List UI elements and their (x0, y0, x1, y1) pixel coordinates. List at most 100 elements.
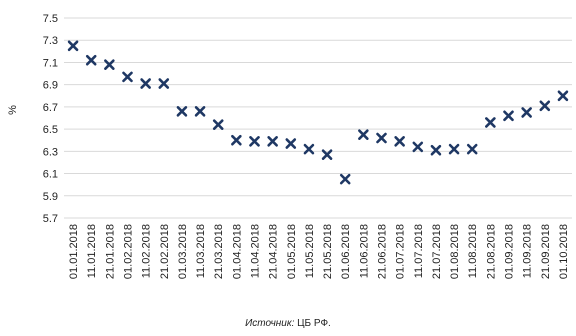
data-point (194, 106, 206, 117)
data-point-stroke (249, 136, 260, 147)
source-text: ЦБ РФ. (294, 318, 331, 329)
x-tick-label: 11.03.2018 (195, 224, 207, 278)
data-point-stroke (158, 78, 170, 89)
x-tick-label: 01.06.2018 (340, 224, 352, 279)
data-point (321, 149, 333, 160)
data-point-stroke (176, 106, 188, 117)
data-point (557, 90, 569, 102)
data-point-stroke (104, 59, 115, 70)
x-tick-label: 01.04.2018 (231, 224, 243, 279)
data-point (539, 100, 551, 112)
data-point (249, 136, 260, 147)
x-tick-label: 11.06.2018 (358, 224, 370, 278)
data-point-stroke (67, 40, 79, 52)
data-point-stroke (539, 100, 551, 112)
data-point (85, 54, 97, 66)
x-tick-label: 01.01.2018 (68, 224, 80, 279)
data-point-stroke (303, 143, 315, 155)
x-tick-label: 21.02.2018 (159, 224, 171, 279)
data-point-stroke (212, 119, 224, 130)
data-point (67, 40, 79, 52)
x-tick-label: 01.08.2018 (449, 224, 461, 279)
data-point (376, 132, 387, 144)
x-tick-label: 01.05.2018 (286, 224, 298, 279)
data-point-stroke (521, 107, 532, 118)
data-point-stroke (376, 132, 387, 144)
x-tick-label: 11.02.2018 (141, 224, 153, 278)
data-point-stroke (358, 129, 369, 140)
y-axis-ticks: 5.7 5.9 6.1 6.3 6.5 6.7 6.9 7.1 7.3 7.5 (43, 13, 58, 225)
data-point-stroke (485, 117, 496, 128)
data-point (339, 173, 351, 185)
data-point (448, 143, 460, 155)
data-point (212, 119, 224, 130)
y-tick-label: 6.7 (43, 102, 58, 114)
y-axis-label: % (7, 105, 19, 115)
data-point (140, 78, 151, 89)
y-tick-label: 6.3 (43, 146, 58, 158)
data-point-stroke (557, 90, 569, 102)
data-point (267, 136, 278, 147)
data-point-stroke (394, 136, 405, 147)
data-point (158, 78, 170, 89)
x-tick-label: 21.07.2018 (431, 224, 443, 279)
x-tick-label: 01.07.2018 (395, 224, 407, 279)
data-point-stroke (339, 173, 351, 185)
x-tick-label: 21.04.2018 (268, 224, 280, 279)
data-point (412, 141, 424, 153)
x-tick-label: 11.01.2018 (86, 224, 98, 278)
data-point (285, 138, 297, 149)
y-tick-label: 7.3 (43, 35, 58, 47)
y-tick-label: 6.5 (43, 124, 58, 136)
x-tick-label: 01.02.2018 (123, 224, 135, 279)
gridlines (64, 17, 572, 219)
data-point-stroke (503, 110, 514, 122)
data-point-stroke (412, 141, 424, 153)
x-tick-label: 11.05.2018 (304, 224, 316, 278)
data-point-stroke (267, 136, 278, 147)
data-point-stroke (321, 149, 333, 160)
data-point (485, 117, 496, 128)
y-tick-label: 6.9 (43, 80, 58, 92)
data-point (303, 143, 315, 155)
data-point (394, 136, 405, 147)
y-tick-label: 7.5 (43, 13, 58, 25)
data-point (466, 143, 478, 155)
data-point (358, 129, 369, 140)
data-point (521, 107, 532, 118)
x-tick-label: 11.09.2018 (522, 224, 534, 278)
source-note: Источник: ЦБ РФ. (0, 318, 576, 329)
data-point-stroke (285, 138, 297, 149)
x-tick-label: 01.10.2018 (558, 224, 570, 279)
data-point-stroke (85, 54, 97, 66)
data-point-stroke (466, 143, 478, 155)
data-point-stroke (430, 144, 442, 156)
x-tick-label: 01.03.2018 (177, 224, 189, 279)
y-tick-label: 5.9 (43, 191, 58, 203)
y-tick-label: 5.7 (43, 213, 58, 225)
x-tick-label: 11.04.2018 (250, 224, 262, 278)
data-point-stroke (140, 78, 151, 89)
x-tick-label: 21.09.2018 (540, 224, 552, 279)
x-tick-label: 21.05.2018 (322, 224, 334, 279)
x-tick-label: 21.01.2018 (104, 224, 116, 279)
data-points (67, 40, 569, 185)
x-tick-label: 11.08.2018 (467, 224, 479, 278)
y-tick-label: 7.1 (43, 57, 58, 69)
data-point (231, 134, 242, 146)
x-tick-label: 21.06.2018 (377, 224, 389, 279)
y-tick-label: 6.1 (43, 169, 58, 181)
data-point (176, 106, 188, 117)
data-point (122, 71, 133, 83)
source-label: Источник: (245, 318, 295, 329)
data-point (503, 110, 514, 122)
data-point-stroke (448, 143, 460, 155)
data-point (430, 144, 442, 156)
x-tick-label: 01.09.2018 (504, 224, 516, 279)
x-axis-ticks: 01.01.2018 11.01.2018 21.01.2018 01.02.2018… (68, 224, 570, 279)
data-point-stroke (122, 71, 133, 83)
data-point-stroke (194, 106, 206, 117)
data-point (104, 59, 115, 70)
